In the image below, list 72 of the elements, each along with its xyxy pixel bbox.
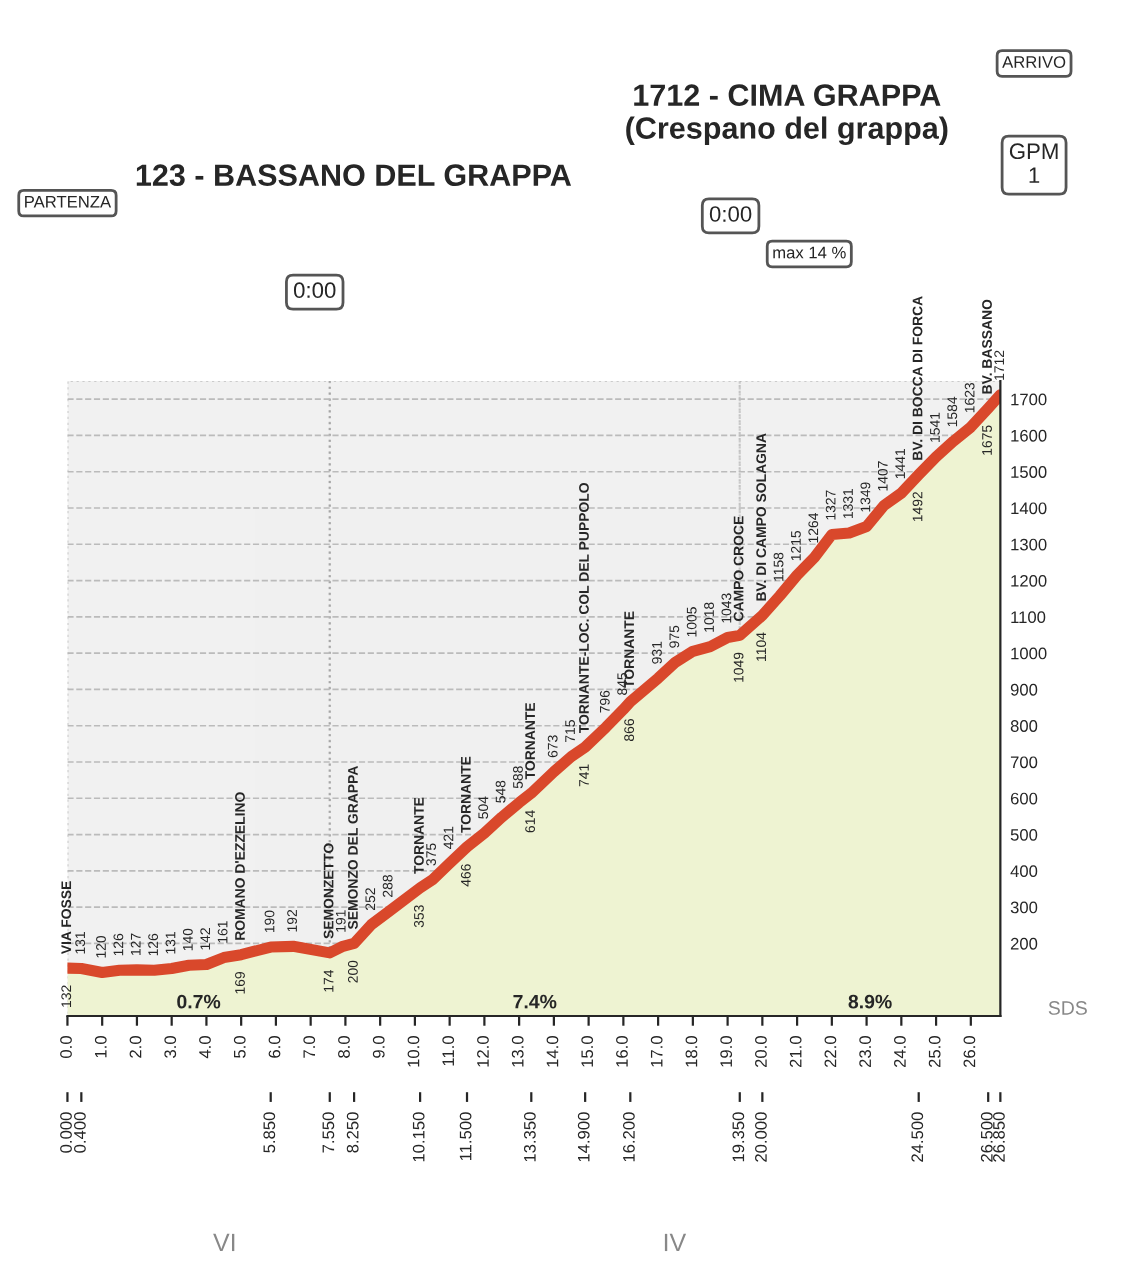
x-tick-label: 23.0	[859, 1036, 872, 1068]
x-tick-label: 11.0	[442, 1036, 455, 1066]
x2-tick-label: 10.150	[412, 1112, 425, 1162]
x2-tick-label: 26.850	[993, 1112, 1005, 1162]
text: VI	[213, 1233, 235, 1252]
text: 0:00	[709, 206, 752, 222]
band-label: 8.9%	[848, 994, 892, 1009]
x-tick-label: 21.0	[789, 1036, 802, 1068]
y-tick-label: 1000	[1011, 647, 1047, 660]
band-label: 7.4%	[513, 994, 557, 1009]
y-tick-label: 700	[1010, 756, 1038, 769]
x-tick-label: 2.0	[129, 1036, 142, 1058]
x2-tick-label: 16.200	[622, 1112, 635, 1162]
y-tick-label: 500	[1010, 828, 1038, 841]
y-tick-label: 800	[1010, 720, 1038, 732]
y-tick-label: 1600	[1011, 429, 1047, 442]
x2-tick-label: 20.000	[755, 1112, 767, 1162]
x2-tick-label: 8.250	[346, 1112, 359, 1153]
x-tick-label: 3.0	[164, 1036, 177, 1058]
x-tick-label: 10.0	[407, 1036, 420, 1067]
text: max 14 %	[773, 246, 846, 259]
x-tick-label: 4.0	[199, 1036, 211, 1059]
text: IV	[664, 1233, 687, 1252]
x2-tick-label: 11.500	[459, 1112, 472, 1161]
y-tick-label: 600	[1010, 792, 1038, 805]
x-tick-label: 6.0	[268, 1036, 281, 1058]
x-tick-label: 20.0	[755, 1036, 767, 1068]
text: 1712 - CIMA GRAPPA (Crespano del grappa)	[626, 84, 948, 146]
text: 123 - BASSANO DEL GRAPPA	[136, 164, 572, 187]
x-tick-label: 12.0	[477, 1036, 489, 1067]
text: 0:00	[293, 282, 336, 299]
band-label: 0.7%	[177, 994, 221, 1009]
y-tick-label: 1400	[1011, 502, 1047, 515]
x-tick-label: 24.0	[894, 1036, 906, 1068]
x2-tick-label: 13.350	[523, 1112, 536, 1162]
x-tick-label: 25.0	[928, 1036, 941, 1068]
text: SDS	[1048, 1001, 1087, 1015]
x2-tick-label: 26.500	[980, 1112, 993, 1162]
text: PARTENZA	[25, 196, 112, 208]
x-tick-label: 15.0	[581, 1036, 594, 1067]
x2-tick-label: 7.550	[322, 1112, 335, 1153]
x2-tick-label: 5.850	[263, 1112, 276, 1153]
x-tick-label: 0.0	[60, 1036, 72, 1058]
y-tick-label: 1200	[1011, 574, 1047, 587]
y-tick-label: 1700	[1011, 393, 1047, 406]
y-tick-label: 300	[1010, 901, 1038, 914]
x-tick-label: 16.0	[616, 1036, 628, 1067]
x-tick-label: 1.0	[94, 1036, 107, 1058]
y-tick-label: 400	[1010, 865, 1038, 878]
x-tick-label: 5.0	[233, 1036, 246, 1058]
y-tick-label: 1100	[1011, 611, 1046, 624]
x2-tick-label: 0.400	[74, 1112, 86, 1153]
x-tick-label: 8.0	[338, 1036, 350, 1058]
x2-tick-label: 0.000	[60, 1112, 72, 1153]
text: GPM 1	[1009, 143, 1058, 183]
y-tick-label: 900	[1010, 683, 1038, 696]
x2-tick-label: 24.500	[911, 1112, 924, 1162]
x-tick-label: 18.0	[685, 1036, 698, 1067]
y-tick-label: 1300	[1011, 538, 1047, 551]
x-tick-label: 17.0	[650, 1036, 663, 1067]
x-tick-label: 22.0	[824, 1036, 837, 1068]
x-tick-label: 19.0	[720, 1036, 733, 1067]
x-tick-label: 26.0	[963, 1036, 976, 1068]
y-tick-label: 200	[1010, 937, 1038, 950]
x-tick-label: 13.0	[511, 1036, 524, 1067]
x2-tick-label: 19.350	[732, 1112, 745, 1162]
x2-tick-label: 14.900	[577, 1112, 590, 1162]
y-tick-label: 1500	[1011, 466, 1047, 478]
x-tick-label: 7.0	[303, 1036, 316, 1058]
text: ARRIVO	[1002, 56, 1066, 68]
x-tick-label: 14.0	[546, 1036, 559, 1067]
x-tick-label: 9.0	[372, 1036, 385, 1058]
